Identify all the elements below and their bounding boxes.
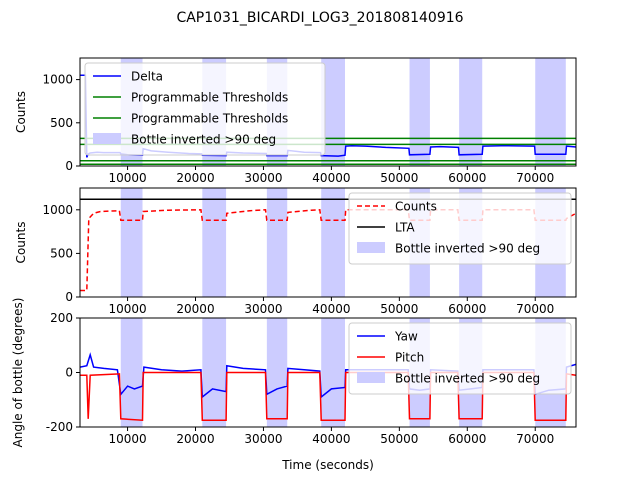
- x-tick-label: 70000: [516, 171, 554, 185]
- legend-label: Pitch: [395, 351, 424, 365]
- legend-label: Bottle inverted >90 deg: [395, 242, 540, 256]
- y-tick-label: 200: [50, 311, 73, 325]
- x-tick-label: 20000: [176, 302, 214, 316]
- y-tick-label: 0: [65, 366, 73, 380]
- x-tick-label: 60000: [448, 171, 486, 185]
- panel-middle: 10000 20000 30000 40000 50000 60000 70000 0 500 1…: [14, 187, 577, 316]
- x-tick-label: 20000: [176, 171, 214, 185]
- x-tick-label: 20000: [176, 432, 214, 446]
- inverted-band: [535, 58, 566, 166]
- y-axis-label: Counts: [14, 91, 28, 133]
- x-tick-label: 10000: [108, 302, 146, 316]
- legend-label: Delta: [131, 70, 163, 84]
- inverted-band: [120, 318, 143, 427]
- legend-label: LTA: [395, 221, 415, 235]
- x-tick-label: 30000: [244, 302, 282, 316]
- x-tick-label: 30000: [244, 432, 282, 446]
- legend-label: Programmable Thresholds: [131, 91, 288, 105]
- panels: 10000 20000 30000 40000 50000 60000 7000005001…: [11, 57, 577, 472]
- panel-top: 10000 20000 30000 40000 50000 60000 70000 0 500 1…: [14, 57, 577, 185]
- inverted-band: [120, 188, 143, 297]
- legend-box: [348, 192, 572, 265]
- x-tick-label: 70000: [516, 432, 554, 446]
- x-tick-label: 10000: [108, 171, 146, 185]
- legend-label: Programmable Thresholds: [131, 112, 288, 126]
- x-tick-label: 50000: [380, 171, 418, 185]
- y-tick-label: 1000: [42, 73, 73, 87]
- y-tick-label: 1000: [42, 203, 73, 217]
- legend-box: [84, 62, 326, 156]
- inverted-band: [202, 188, 227, 297]
- x-tick-label: 70000: [516, 302, 554, 316]
- x-tick-label: 60000: [448, 432, 486, 446]
- panel-bottom: 10000 20000 30000 40000 50000 60000 70000 -200 0…: [11, 298, 577, 472]
- inverted-band: [266, 318, 288, 427]
- legend-label: Yaw: [394, 330, 418, 344]
- x-tick-label: 50000: [380, 432, 418, 446]
- legend: Counts LTA Bottle inverted >90 deg: [348, 192, 572, 265]
- legend-label: Counts: [395, 200, 437, 214]
- y-tick-label: 500: [50, 116, 73, 130]
- inverted-band: [321, 188, 345, 297]
- axes-frame: [79, 187, 577, 298]
- legend-swatch: [357, 372, 385, 383]
- x-tick-label: 40000: [312, 432, 350, 446]
- figure-title: CAP1031_BICARDI_LOG3_201808140916: [176, 10, 463, 26]
- x-tick-label: 40000: [312, 302, 350, 316]
- legend-box: [348, 322, 572, 395]
- x-tick-label: 50000: [380, 302, 418, 316]
- legend-swatch: [357, 242, 385, 253]
- inverted-band: [266, 188, 288, 297]
- y-tick-label: 500: [50, 246, 73, 260]
- inverted-band: [409, 58, 430, 166]
- legend: Delta Programmable Thresholds Programmable…: [84, 62, 326, 156]
- inverted-band: [459, 58, 483, 166]
- legend-label: Bottle inverted >90 deg: [131, 133, 276, 147]
- y-tick-label: -200: [46, 420, 73, 434]
- legend-label: Bottle inverted >90 deg: [395, 372, 540, 386]
- x-tick-label: 30000: [244, 171, 282, 185]
- series-line-counts: [80, 209, 576, 292]
- axes-frame: [79, 57, 577, 167]
- x-axis-label: Time (seconds): [281, 458, 374, 472]
- inverted-band: [202, 318, 227, 427]
- inverted-band: [321, 318, 345, 427]
- y-axis-label: Counts: [14, 222, 28, 264]
- y-axis-label: Angle of bottle (degrees): [11, 298, 25, 448]
- legend-swatch: [93, 133, 121, 144]
- x-tick-label: 40000: [312, 171, 350, 185]
- x-tick-label: 10000: [108, 432, 146, 446]
- y-tick-label: 0: [65, 290, 73, 304]
- x-tick-label: 60000: [448, 302, 486, 316]
- legend: Yaw Pitch Bottle inverted >90 deg: [348, 322, 572, 395]
- y-tick-label: 0: [65, 159, 73, 173]
